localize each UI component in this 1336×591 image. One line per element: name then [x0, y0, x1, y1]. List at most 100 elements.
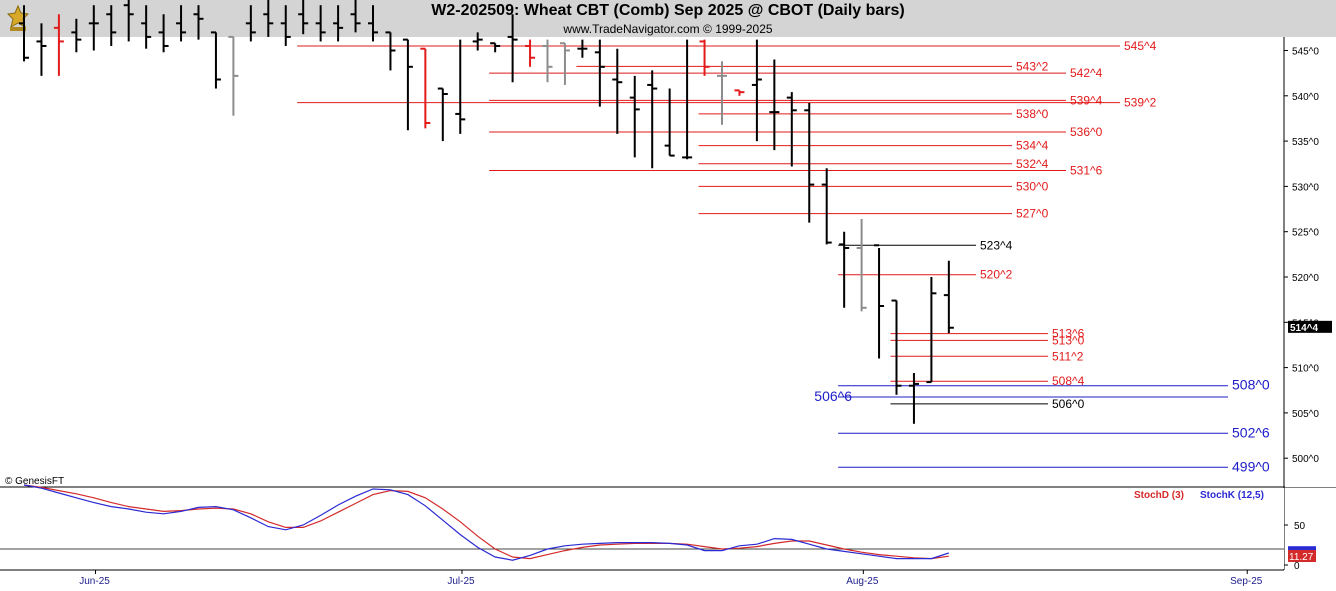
ohlc-bar-20 [368, 5, 378, 42]
watermark-text: © GenesisFT [5, 476, 64, 487]
ohlc-bar-51 [908, 373, 919, 424]
stoch-k-last-box [1288, 546, 1316, 553]
ohlc-bar-4 [88, 5, 99, 51]
level-label-7: 534^4 [1016, 139, 1049, 153]
ohlc-bar-27 [490, 42, 501, 53]
ohlc-bar-28 [507, 14, 518, 83]
ohlc-bar-1 [36, 23, 47, 76]
price-tick-label-8: 505^0 [1292, 409, 1319, 420]
date-label-0: Jun-25 [79, 576, 110, 587]
price-tick-label-1: 540^0 [1292, 92, 1319, 103]
title-bar: W2-202509: Wheat CBT (Comb) Sep 2025 @ C… [0, 0, 1336, 37]
ohlc-bar-47 [839, 231, 850, 308]
ohlc-bar-0 [19, 5, 29, 62]
ohlc-bar-50 [891, 299, 902, 395]
ohlc-bar-24 [437, 87, 448, 142]
price-tick-label-3: 530^0 [1292, 182, 1319, 193]
stoch-plot-area [0, 488, 1284, 569]
level-label-6: 536^0 [1070, 125, 1103, 139]
ohlc-bar-42 [751, 39, 762, 142]
level-label-14: 513^6 [1052, 327, 1085, 341]
ohlc-bar-33 [594, 39, 605, 107]
date-axis-bg [0, 570, 1336, 591]
stoch-d-line [23, 484, 949, 560]
ohlc-bar-21 [385, 31, 396, 71]
ohlc-bar-46 [821, 168, 832, 245]
stoch-k-line [23, 484, 949, 561]
price-tick-label-0: 545^0 [1292, 47, 1319, 58]
stoch-tick-label-1: 0 [1294, 561, 1300, 572]
chart-title: W2-202509: Wheat CBT (Comb) Sep 2025 @ C… [431, 2, 905, 19]
ohlc-bar-15 [280, 5, 291, 46]
level-label-8: 532^4 [1016, 157, 1049, 171]
level-label-21: 502^6 [1232, 424, 1270, 440]
ohlc-bar-19 [350, 0, 361, 33]
price-plot-area [0, 37, 1284, 487]
ohlc-bar-44 [786, 92, 797, 167]
level-label-17: 508^4 [1052, 374, 1085, 388]
ohlc-bar-36 [647, 70, 658, 169]
level-label-5: 538^0 [1016, 107, 1049, 121]
ohlc-bar-7 [141, 5, 152, 49]
ohlc-bar-49 [874, 244, 885, 359]
ohlc-bar-43 [769, 59, 780, 151]
ohlc-bar-37 [664, 88, 675, 157]
levels-layer: 545^4 543^2 542^4 539^4 539^2 538^0 536^0 534^4… [297, 39, 1270, 474]
price-tick-label-4: 525^0 [1292, 228, 1319, 239]
ohlc-bar-30 [542, 39, 553, 83]
ohlc-bar-52 [926, 277, 937, 384]
chart-subtitle: www.TradeNavigator.com © 1999-2025 [563, 22, 773, 36]
ohlc-bar-11 [210, 31, 221, 89]
ohlc-bar-41 [734, 89, 745, 96]
level-label-2: 542^4 [1070, 66, 1103, 80]
ohlc-bar-10 [193, 5, 204, 40]
price-axis: 545^0540^0535^0530^0525^0520^0515^0510^0… [1284, 37, 1336, 487]
level-label-1: 543^2 [1016, 59, 1049, 73]
ohlc-bar-17 [315, 5, 326, 42]
date-label-3: Sep-25 [1230, 576, 1263, 587]
level-label-13: 520^2 [980, 268, 1013, 282]
level-label-11: 527^0 [1016, 207, 1049, 221]
ohlc-bar-39 [699, 39, 710, 76]
date-axis: Jun-25 Jul-25 Aug-25 Sep-25 [0, 569, 1336, 591]
level-label-19: 506^6 [814, 388, 852, 404]
bars-layer [19, 0, 954, 424]
ohlc-bar-38 [682, 39, 693, 160]
ohlc-bar-23 [420, 47, 431, 129]
level-label-20: 506^0 [1052, 397, 1085, 411]
ohlc-bar-16 [298, 0, 309, 35]
ohlc-bar-48 [856, 219, 867, 312]
ohlc-bar-32 [577, 39, 588, 58]
level-label-22: 499^0 [1232, 458, 1270, 474]
price-tick-label-5: 520^0 [1292, 273, 1319, 284]
ohlc-bar-5 [106, 5, 117, 46]
ohlc-bar-26 [472, 32, 483, 51]
ohlc-bar-40 [717, 61, 727, 125]
level-label-16: 511^2 [1052, 349, 1084, 363]
ohlc-bar-6 [123, 0, 134, 42]
level-label-0: 545^4 [1124, 39, 1157, 53]
ohlc-bar-9 [176, 5, 187, 42]
date-label-1: Jul-25 [447, 576, 475, 587]
last-price-label: 514^4 [1290, 323, 1319, 334]
stoch-legend-d: StochD (3) [1134, 490, 1184, 501]
stoch-legend-k: StochK (12,5) [1200, 490, 1264, 501]
price-tick-label-9: 500^0 [1292, 454, 1319, 465]
level-label-12: 523^4 [980, 238, 1013, 252]
stoch-tick-label-0: 50 [1294, 521, 1306, 532]
level-label-18: 508^0 [1232, 377, 1270, 393]
last-price-box [1288, 320, 1332, 333]
price-axis-bg [1285, 37, 1336, 487]
ohlc-bar-13 [245, 5, 256, 42]
stochastic-panel: StochD (3) StochK (12,5) 50 011.27 [0, 484, 1316, 572]
ohlc-bar-34 [612, 48, 623, 134]
ohlc-bar-35 [629, 75, 640, 158]
ohlc-bar-14 [263, 0, 274, 37]
ohlc-bar-18 [333, 5, 344, 42]
price-tick-label-2: 535^0 [1292, 137, 1319, 148]
ohlc-bar-25 [455, 39, 466, 134]
level-label-15: 513^0 [1052, 333, 1085, 347]
price-panel [0, 37, 1336, 591]
stoch-d-last-box [1288, 549, 1316, 562]
